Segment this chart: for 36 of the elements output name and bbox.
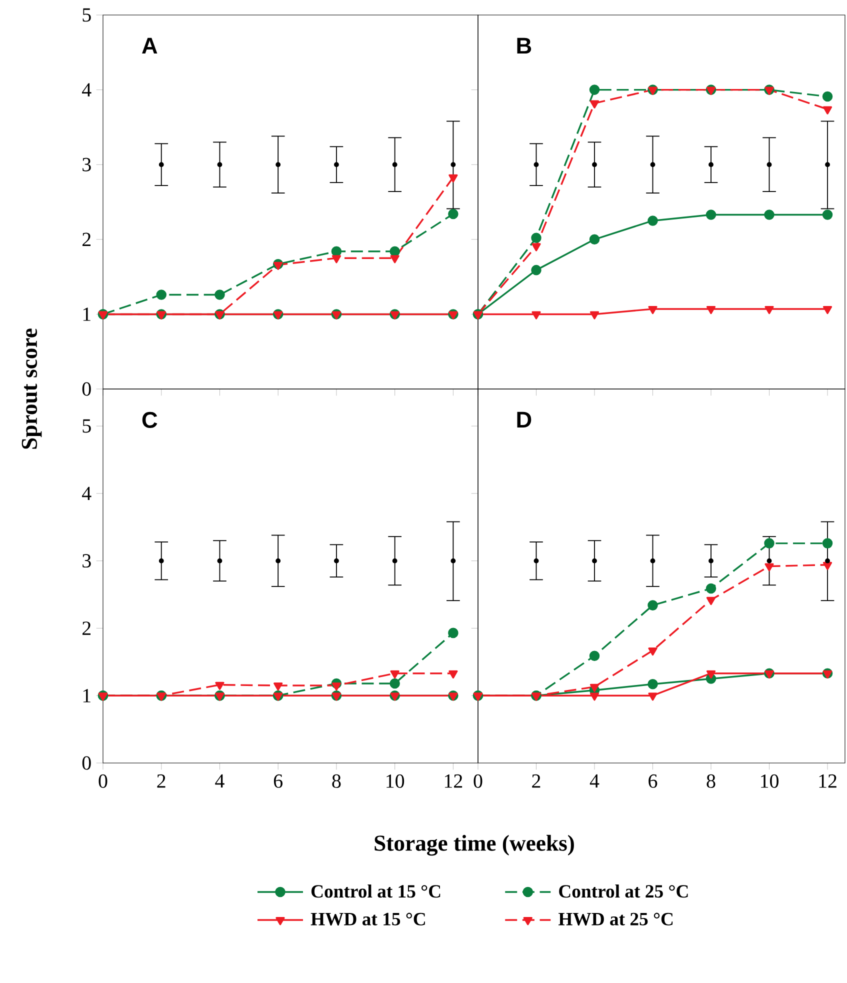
legend-label: HWD at 15 °C	[310, 912, 425, 926]
legend-label: HWD at 25 °C	[558, 912, 673, 926]
y-axis-title: Sprout score	[22, 328, 42, 449]
y-tick-label: 5	[82, 8, 91, 22]
x-tick-label: 2	[532, 774, 540, 788]
text: D	[517, 412, 532, 428]
x-tick-label: 8	[706, 774, 716, 788]
y-tick-label: 1	[83, 308, 90, 321]
x-tick-label: 0	[98, 774, 108, 788]
x-tick-label: 10	[386, 774, 404, 788]
y-tick-label: 2	[82, 232, 91, 246]
x-tick-label: 6	[274, 774, 283, 788]
text: A	[142, 38, 158, 54]
legend-label: Control at 25 °C	[559, 884, 688, 898]
y-tick-label: 3	[82, 158, 91, 172]
y-tick-label: 2	[82, 622, 91, 635]
x-tick-label: 12	[444, 774, 462, 788]
y-tick-label: 0	[82, 756, 91, 770]
x-tick-label: 4	[590, 774, 600, 788]
y-tick-label: 1	[83, 689, 90, 702]
text: C	[142, 412, 158, 428]
y-tick-label: 5	[82, 419, 91, 433]
x-tick-label: 4	[215, 774, 224, 788]
y-tick-label: 3	[82, 554, 91, 568]
y-tick-label: 0	[82, 382, 91, 396]
x-tick-label: 0	[474, 774, 482, 788]
text: B	[517, 38, 532, 54]
x-axis-title: Storage time (weeks)	[374, 834, 574, 856]
x-tick-label: 8	[332, 774, 341, 788]
y-tick-label: 4	[82, 486, 92, 500]
x-tick-label: 6	[648, 774, 658, 788]
legend-label: Control at 15 °C	[311, 884, 440, 898]
x-tick-label: 12	[819, 774, 836, 788]
y-tick-label: 4	[82, 83, 92, 96]
x-tick-label: 2	[157, 774, 166, 788]
x-tick-label: 10	[761, 774, 778, 788]
